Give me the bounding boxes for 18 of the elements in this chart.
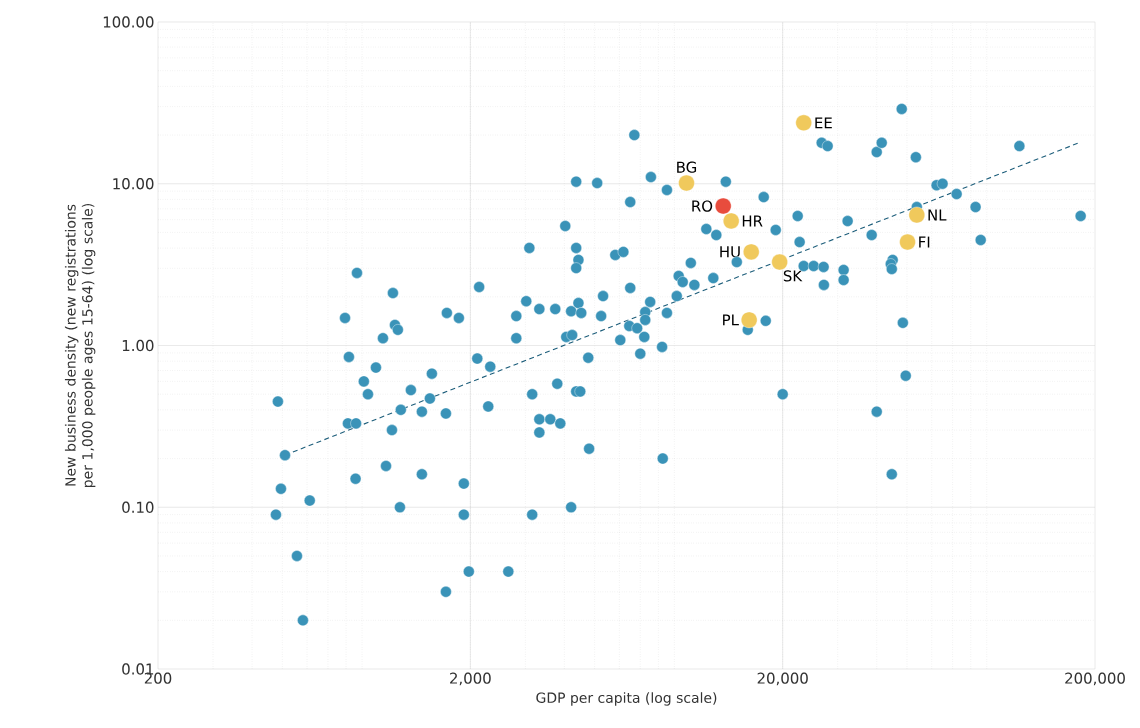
x-axis-title: GDP per capita (log scale) [536,692,717,706]
series-label: SK [783,270,803,282]
x-tick-label: 200,000 [1065,672,1125,686]
series-label: FI [919,236,930,248]
series-label: EE [815,117,832,129]
y-tick-label: 10.00 [113,178,154,190]
y-tick-label: 0.10 [122,501,154,513]
series-label: PL [723,314,739,326]
y-axis-title: New business density (new registrations per 1,000 people ages 15-64) (log scale) [64,203,96,488]
x-tick-label: 2,000 [450,672,491,686]
series-label: BG [677,161,697,173]
series-label: HU [720,246,740,258]
series-label: RO [692,200,713,212]
y-tick-label: 100.00 [103,16,154,28]
series-label: NL [928,209,947,221]
x-tick-label: 20,000 [757,672,808,686]
series-label: HR [742,215,763,227]
y-tick-label: 1.00 [122,339,154,352]
